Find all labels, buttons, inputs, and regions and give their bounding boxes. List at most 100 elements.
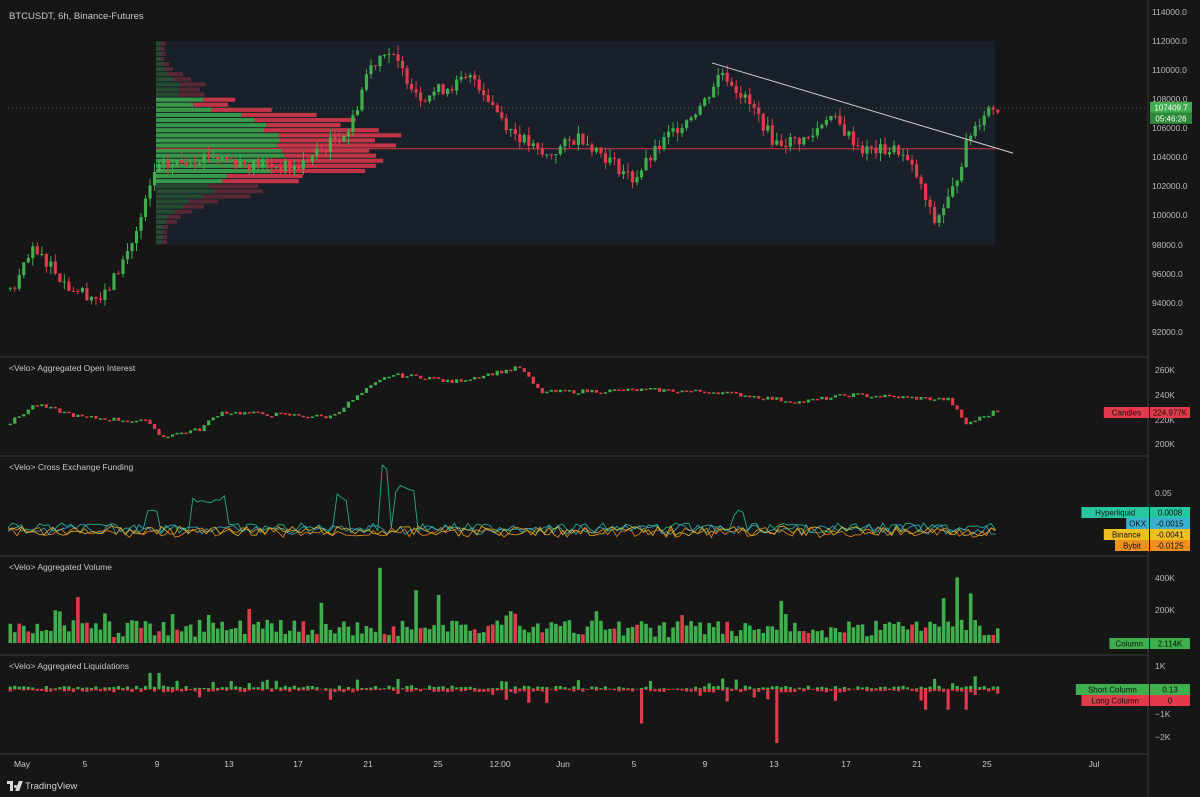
pane-title-liquidations[interactable]: <Velo> Aggregated Liquidations [9, 661, 130, 671]
liq-long-column [482, 689, 486, 692]
liq-long-column [991, 689, 995, 691]
liq-short-column [80, 687, 84, 689]
liq-short-column [621, 687, 626, 689]
volume-column [274, 631, 279, 643]
price-candle-body [982, 115, 986, 126]
liq-short-column [288, 687, 292, 689]
symbol-title[interactable]: BTCUSDT, 6h, Binance-Futures [9, 11, 144, 22]
liq-short-column [103, 687, 107, 689]
oi-candle [743, 395, 747, 397]
profile-bar-sell [162, 61, 170, 67]
volume-column [554, 623, 558, 643]
countdown-badge-bg [1150, 112, 1192, 124]
volume-column [639, 621, 644, 643]
liq-short-column [243, 688, 247, 689]
pane-title-volume[interactable]: <Velo> Aggregated Volume [9, 562, 113, 572]
liq-long-column [522, 689, 526, 692]
funding-lines[interactable] [7, 464, 996, 539]
liq-short-column [373, 686, 378, 689]
liq-short-column [315, 687, 319, 689]
price-candle-body [441, 84, 445, 94]
liq-long-column [549, 689, 553, 690]
tradingview-logo[interactable]: TradingView [7, 779, 77, 793]
price-candle-body [17, 275, 21, 289]
profile-bar-sell [193, 102, 229, 107]
volume-column [644, 623, 648, 643]
price-tick-label: 96000.0 [1152, 269, 1183, 279]
pane-title-open-interest[interactable]: <Velo> Aggregated Open Interest [9, 363, 136, 373]
volume-column [224, 630, 229, 643]
liq-short-column [558, 686, 562, 689]
liq-long-column [757, 689, 761, 692]
liq-short-column [933, 678, 937, 689]
volume-column [364, 626, 369, 643]
liq-long-column [437, 689, 441, 692]
volume-column [351, 635, 355, 643]
liq-long-column [540, 689, 544, 692]
open-interest-candles[interactable] [8, 366, 1000, 439]
price-candle-body [594, 147, 599, 152]
liq-long-column [283, 689, 287, 691]
oi-candle [545, 391, 549, 394]
liq-short-column [869, 688, 874, 689]
liq-short-column [603, 686, 608, 689]
liq-long-column [62, 689, 66, 692]
price-candle-body [67, 281, 71, 291]
liq-long-column [982, 689, 986, 690]
oi-candle [878, 395, 883, 398]
liq-long-column [910, 689, 914, 692]
volume-column [581, 634, 585, 643]
liq-long-column [536, 689, 540, 691]
price-candle-body [671, 128, 675, 132]
liq-long-column [103, 689, 107, 692]
oi-candle [98, 418, 103, 420]
liq-short-column [987, 688, 991, 689]
liq-short-column [234, 686, 238, 689]
profile-bar-buy [156, 168, 271, 174]
price-candle-body [639, 170, 644, 178]
liq-short-column [901, 685, 905, 689]
liq-long-column [80, 689, 84, 692]
liq-short-column [310, 686, 314, 689]
liq-long-column [621, 689, 626, 691]
oi-candle [351, 400, 355, 402]
volume-columns[interactable] [8, 567, 1000, 643]
oi-candle [689, 390, 693, 393]
liq-short-column [256, 687, 260, 689]
liq-long-column [225, 689, 229, 691]
liq-long-column [297, 689, 301, 691]
volume-column [851, 627, 856, 643]
price-candle-body [473, 75, 477, 80]
price-candle-body [301, 160, 305, 170]
oi-candle [94, 415, 98, 419]
volume-column [892, 623, 896, 643]
volume-column [121, 636, 125, 643]
oi-candle [626, 388, 630, 392]
pane-title-funding[interactable]: <Velo> Cross Exchange Funding [9, 462, 134, 472]
oi-candle [333, 413, 337, 416]
oi-candle [373, 382, 378, 386]
liq-short-column [874, 688, 878, 689]
oi-candle [391, 375, 396, 377]
price-candles[interactable] [8, 45, 1148, 306]
liq-short-column [71, 688, 75, 689]
liq-short-column [446, 688, 450, 689]
profile-bar-sell [222, 179, 299, 184]
trendline[interactable] [711, 62, 1014, 154]
liq-short-column [198, 687, 202, 689]
volume-column [761, 632, 766, 643]
liq-short-column [107, 687, 112, 689]
price-candle-body [130, 243, 134, 251]
last-price-badge: 107409.7 [1154, 103, 1188, 112]
profile-bar-buy [156, 77, 174, 82]
liquidation-columns[interactable] [8, 672, 1000, 744]
profile-bar-buy [156, 174, 227, 179]
price-candle-body [955, 180, 959, 187]
liq-short-column [757, 687, 761, 689]
price-candle-body [969, 135, 973, 141]
price-candle-body [337, 140, 341, 142]
oi-candle [252, 411, 256, 414]
liq-long-column [703, 689, 707, 692]
liq-long-column [734, 689, 738, 691]
